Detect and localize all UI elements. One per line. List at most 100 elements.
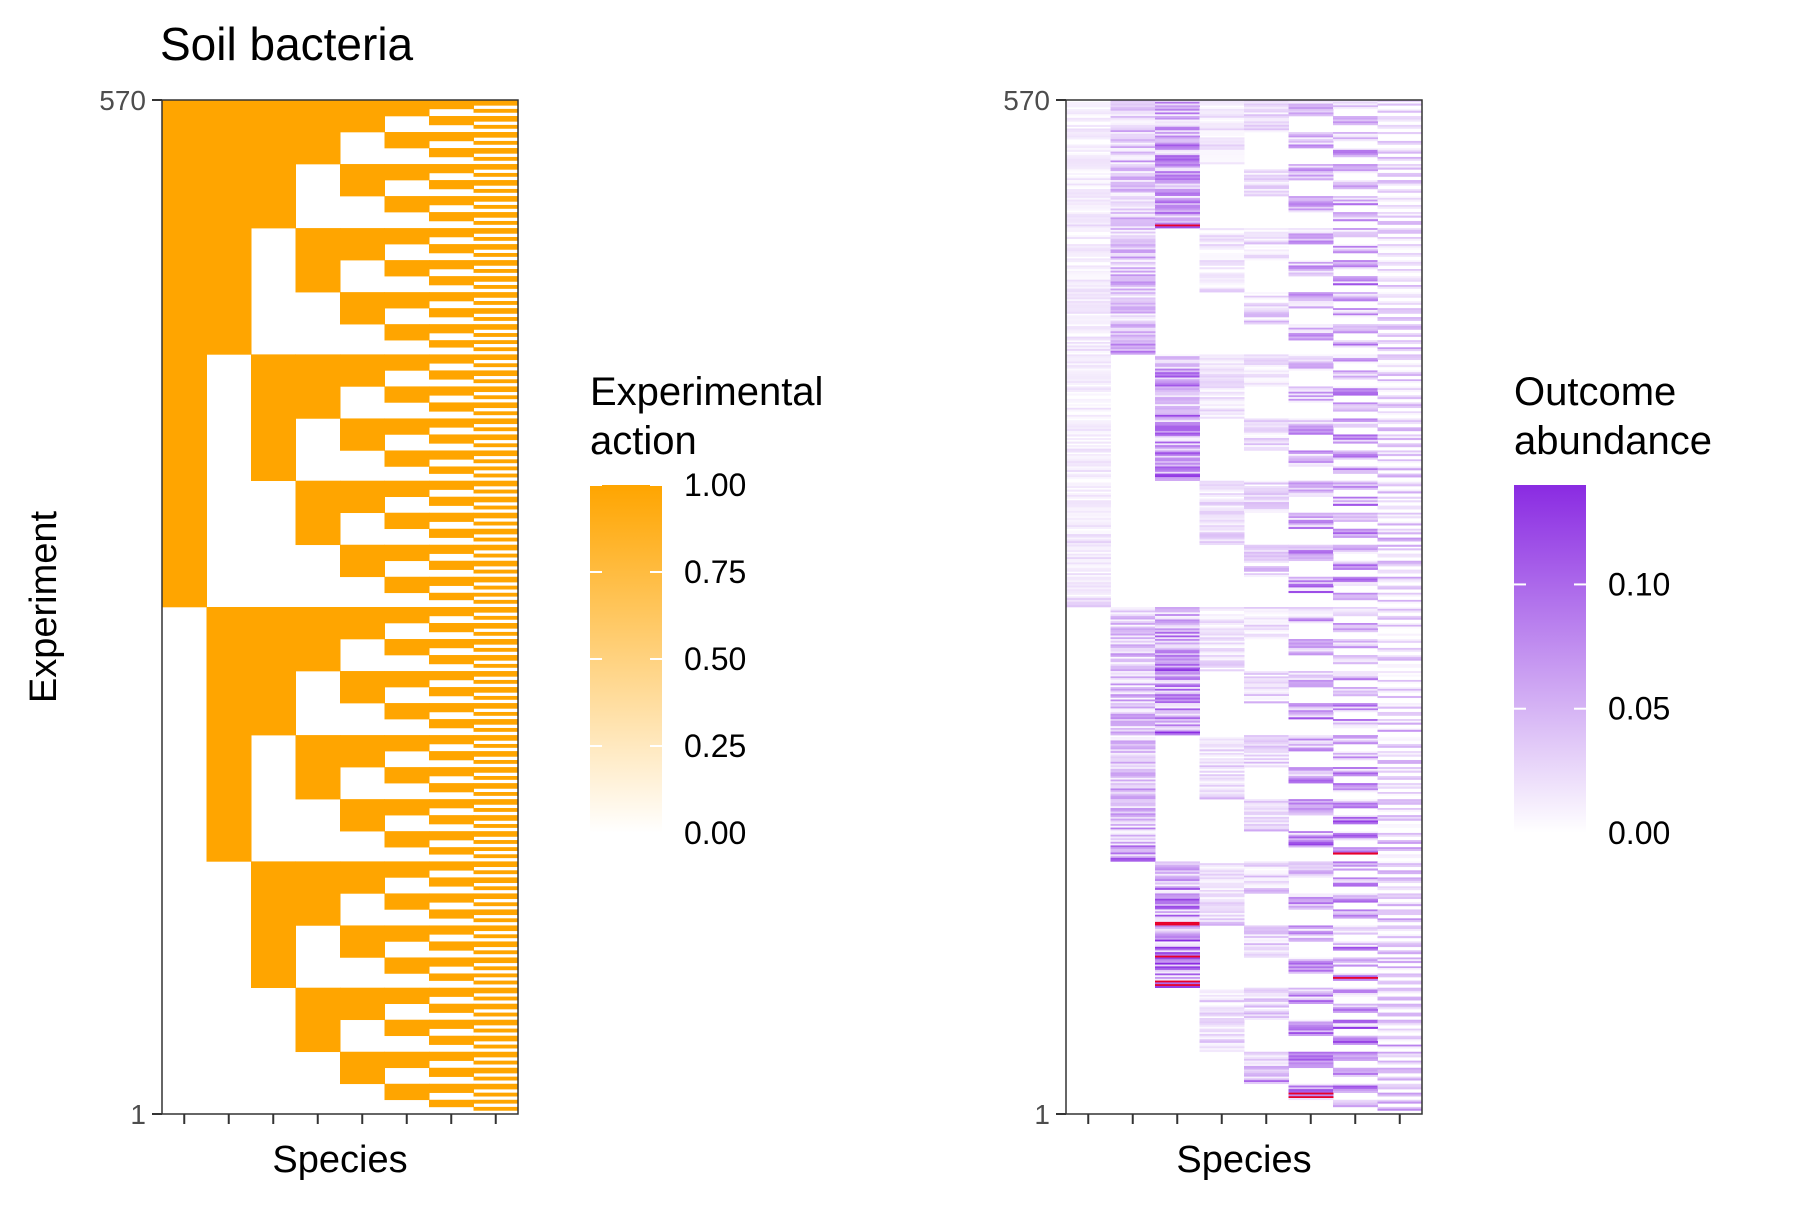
abundance-cell (1066, 429, 1111, 432)
abundance-cell (1333, 482, 1378, 485)
abundance-cell (1244, 256, 1289, 259)
abundance-cell (1066, 468, 1111, 471)
action-cell (295, 100, 341, 165)
abundance-cell (1333, 1021, 1378, 1024)
abundance-cell (1377, 327, 1423, 330)
abundance-cell (1333, 389, 1378, 393)
abundance-cell (1155, 430, 1200, 433)
abundance-cell (1244, 448, 1289, 451)
abundance-cell (1155, 108, 1200, 111)
abundance-cell (1333, 1089, 1378, 1092)
abundance-cell (1288, 902, 1334, 905)
action-cell (384, 576, 430, 594)
abundance-cell (1244, 302, 1289, 305)
abundance-cell (1244, 252, 1289, 256)
abundance-cell (1244, 945, 1289, 948)
abundance-cell (1110, 772, 1156, 775)
abundance-cell (1244, 103, 1289, 106)
abundance-cell (1288, 678, 1334, 681)
abundance-cell (1155, 706, 1200, 709)
abundance-cell (1288, 898, 1334, 901)
abundance-cell (1333, 690, 1378, 693)
abundance-cell (1066, 325, 1111, 329)
abundance-cell (1155, 103, 1200, 106)
abundance-cell (1110, 792, 1156, 795)
abundance-cell (1288, 639, 1334, 642)
abundance-cell (1110, 774, 1156, 777)
abundance-cell (1244, 763, 1289, 766)
abundance-cell (1288, 167, 1334, 170)
abundance-cell (1155, 928, 1200, 932)
abundance-cell (1377, 834, 1423, 837)
abundance-cell (1066, 454, 1111, 457)
abundance-cell (1110, 197, 1156, 200)
abundance-cell (1066, 295, 1111, 298)
abundance-cell (1333, 311, 1378, 314)
abundance-cell (1377, 349, 1423, 352)
abundance-cell (1155, 617, 1200, 620)
abundance-cell (1066, 114, 1111, 117)
abundance-cell (1066, 277, 1111, 280)
abundance-cell (1333, 945, 1378, 948)
abundance-cell (1377, 647, 1423, 650)
abundance-cell (1110, 724, 1156, 727)
abundance-cell (1155, 891, 1200, 894)
action-cell (473, 847, 519, 852)
abundance-cell (1199, 130, 1245, 133)
abundance-cell (1377, 215, 1423, 218)
abundance-cell (1333, 496, 1378, 499)
action-cell (473, 918, 519, 923)
abundance-cell (1244, 258, 1289, 261)
abundance-cell (1333, 454, 1378, 457)
action-cell (473, 711, 519, 716)
action-legend: Experimental action 1.000.750.500.250.00 (590, 370, 823, 851)
abundance-cell (1199, 137, 1245, 140)
abundance-cell (1377, 952, 1423, 955)
abundance-cell (1333, 169, 1378, 172)
abundance-cell (1244, 357, 1289, 361)
abundance-cell (1377, 679, 1423, 683)
abundance-cell (1333, 948, 1378, 951)
abundance-cell (1155, 888, 1200, 891)
abundance-cell (1155, 875, 1200, 878)
action-cell (429, 1003, 474, 1013)
abundance-cell (1066, 308, 1111, 311)
abundance-cell (1199, 660, 1245, 663)
abundance-cell (1333, 708, 1378, 711)
abundance-cell (1199, 139, 1245, 142)
abundance-cell (1110, 309, 1156, 312)
abundance-cell (1066, 244, 1111, 247)
abundance-cell (1377, 363, 1423, 366)
abundance-cell (1288, 779, 1334, 782)
abundance-cell (1288, 767, 1334, 770)
abundance-cell (1333, 583, 1378, 586)
abundance-cell (1110, 174, 1156, 177)
abundance-cell (1155, 219, 1200, 222)
abundance-cell (1377, 1060, 1423, 1063)
abundance-cell (1155, 968, 1200, 971)
abundance-cell (1288, 265, 1334, 268)
action-cell (251, 100, 296, 229)
abundance-cell (1110, 687, 1156, 690)
action-cell (295, 735, 341, 800)
abundance-cell (1377, 473, 1423, 476)
action-cell (473, 292, 519, 298)
abundance-cell (1333, 896, 1378, 900)
abundance-cell (1244, 373, 1289, 377)
abundance-cell (1377, 1062, 1423, 1065)
action-cell (384, 354, 430, 371)
abundance-cell (1288, 455, 1334, 458)
abundance-cell (1377, 438, 1423, 441)
abundance-cell (1377, 1087, 1423, 1090)
abundance-cell (1110, 347, 1156, 350)
abundance-cell (1333, 247, 1378, 250)
abundance-cell (1155, 688, 1200, 691)
abundance-cell (1244, 443, 1289, 446)
action-cell (340, 164, 385, 197)
abundance-cell (1066, 512, 1111, 515)
abundance-cell (1377, 293, 1423, 296)
abundance-cell (1066, 245, 1111, 248)
abundance-cell (1244, 863, 1289, 866)
abundance-cell (1288, 240, 1334, 243)
abundance-cell (1244, 438, 1289, 441)
